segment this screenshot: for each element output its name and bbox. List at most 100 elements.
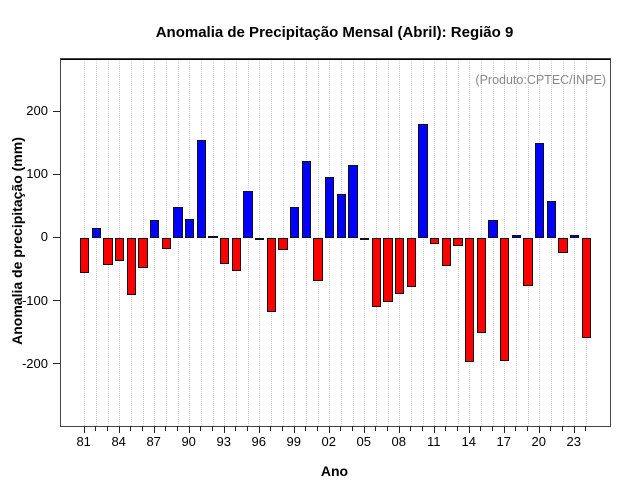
- bar-95: [243, 191, 253, 238]
- x-tick: [445, 425, 447, 431]
- x-tick-label-96: 96: [251, 434, 266, 449]
- x-tick: [492, 425, 494, 431]
- year-gridline: [305, 58, 307, 426]
- bar-07: [383, 237, 393, 303]
- x-tick: [468, 425, 470, 433]
- x-tick: [387, 425, 389, 431]
- x-tick: [153, 425, 155, 433]
- x-tick: [235, 425, 237, 431]
- x-tick: [130, 425, 132, 431]
- bar-83: [103, 237, 113, 266]
- year-gridline: [352, 58, 354, 426]
- bar-09: [406, 237, 417, 288]
- bar-13: [453, 237, 463, 247]
- x-tick-label-90: 90: [181, 434, 196, 449]
- x-tick: [538, 425, 540, 433]
- year-gridline: [259, 58, 261, 426]
- x-tick-label-23: 23: [566, 434, 581, 449]
- bar-96: [254, 237, 265, 241]
- bar-98: [278, 237, 288, 250]
- x-tick: [410, 425, 412, 431]
- year-gridline: [95, 58, 97, 426]
- year-gridline: [329, 58, 331, 426]
- year-gridline: [294, 58, 296, 426]
- bar-12: [441, 237, 452, 266]
- bar-23: [569, 234, 580, 238]
- bar-82: [91, 228, 102, 238]
- y-tick: [53, 300, 60, 302]
- x-tick: [527, 425, 529, 431]
- y-tick: [53, 173, 60, 175]
- x-tick-label-93: 93: [216, 434, 231, 449]
- zero-baseline: [61, 58, 610, 60]
- bar-04: [348, 165, 358, 238]
- bar-16: [488, 219, 498, 238]
- x-tick: [562, 425, 564, 431]
- bar-17: [499, 237, 510, 362]
- bar-90: [184, 218, 195, 238]
- x-tick-label-14: 14: [461, 434, 476, 449]
- x-tick: [83, 425, 85, 433]
- x-tick: [480, 425, 482, 431]
- x-tick: [107, 425, 109, 431]
- bar-00: [301, 161, 312, 238]
- x-tick-label-17: 17: [496, 434, 511, 449]
- x-tick: [95, 425, 97, 431]
- x-tick: [270, 425, 272, 431]
- year-gridline: [200, 58, 202, 426]
- bar-99: [289, 206, 300, 238]
- bar-89: [173, 206, 183, 238]
- x-tick: [293, 425, 295, 433]
- bar-18: [511, 235, 522, 238]
- y-tick: [53, 363, 60, 365]
- x-tick: [282, 425, 284, 431]
- x-tick-label-11: 11: [426, 434, 441, 449]
- x-tick: [317, 425, 319, 431]
- x-tick-label-08: 08: [391, 434, 406, 449]
- x-tick: [375, 425, 377, 431]
- x-tick: [118, 425, 120, 433]
- x-tick: [340, 425, 342, 431]
- year-gridline: [515, 58, 517, 426]
- x-tick: [212, 425, 214, 431]
- bar-10: [418, 124, 428, 238]
- x-tick: [352, 425, 354, 431]
- year-gridline: [574, 58, 576, 426]
- bar-19: [523, 237, 533, 286]
- x-tick: [550, 425, 552, 431]
- bar-85: [126, 237, 137, 295]
- x-tick: [328, 425, 330, 433]
- y-tick: [53, 110, 60, 112]
- chart-title: Anomalia de Precipitação Mensal (Abril):…: [155, 24, 514, 41]
- x-tick: [457, 425, 459, 431]
- bar-92: [208, 236, 218, 238]
- year-gridline: [154, 58, 156, 426]
- x-tick: [573, 425, 575, 433]
- y-tick: [53, 236, 60, 238]
- x-tick-label-84: 84: [111, 434, 126, 449]
- year-gridline: [247, 58, 249, 426]
- bar-03: [336, 193, 347, 238]
- x-tick-label-02: 02: [321, 434, 336, 449]
- x-tick: [165, 425, 167, 431]
- year-gridline: [550, 58, 552, 426]
- x-tick-label-87: 87: [146, 434, 161, 449]
- bar-87: [149, 220, 160, 238]
- x-tick: [503, 425, 505, 433]
- x-tick: [247, 425, 249, 431]
- plot-area: (Produto:CPTEC/INPE): [60, 57, 611, 427]
- product-credit-label: (Produto:CPTEC/INPE): [475, 72, 606, 87]
- x-tick: [200, 425, 202, 431]
- bar-81: [79, 237, 90, 273]
- bar-14: [464, 237, 475, 363]
- y-tick-label-0: 0: [40, 229, 48, 245]
- year-gridline: [177, 58, 179, 426]
- x-tick: [398, 425, 400, 433]
- bar-01: [313, 237, 323, 281]
- y-tick-label-100: 100: [26, 166, 48, 182]
- x-tick-label-81: 81: [76, 434, 91, 449]
- year-gridline: [212, 58, 214, 426]
- bar-22: [558, 237, 568, 254]
- bar-20: [534, 143, 545, 238]
